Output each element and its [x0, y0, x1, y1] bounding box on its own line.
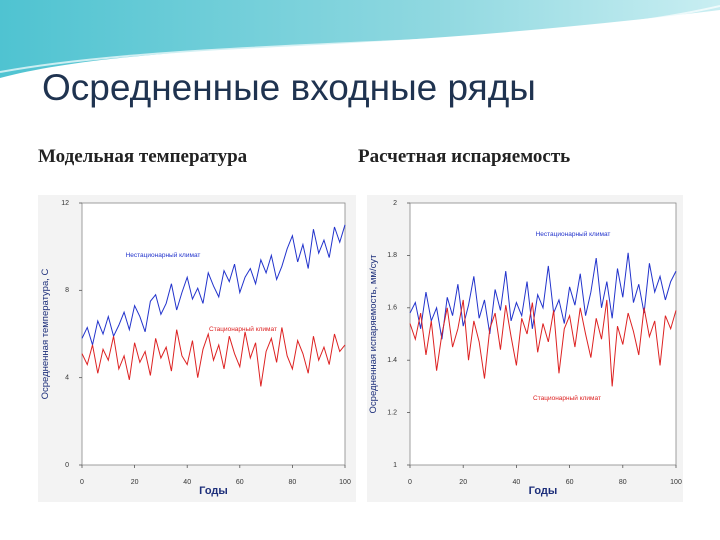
x-axis-label: Годы [199, 485, 228, 497]
wave-line [0, 5, 720, 73]
x-axis-label: Годы [529, 485, 558, 497]
x-tick-label: 40 [183, 479, 191, 486]
y-tick-label: 1.2 [387, 409, 397, 416]
chart-heading: Расчетная испаряемость [358, 146, 570, 167]
x-tick-label: 80 [289, 479, 297, 486]
x-tick-label: 0 [408, 479, 412, 486]
x-tick-label: 20 [459, 479, 467, 486]
slide-title: Осредненные входные ряды [42, 67, 536, 108]
series-line [409, 252, 677, 340]
y-tick-label: 1.4 [387, 357, 397, 364]
chart-heading: Модельная температура [38, 146, 248, 167]
x-tick-label: 100 [339, 479, 351, 486]
y-tick-label: 8 [65, 287, 69, 294]
x-tick-label: 20 [131, 479, 139, 486]
x-tick-label: 0 [80, 479, 84, 486]
series-line [81, 224, 346, 347]
y-tick-label: 2 [393, 200, 397, 207]
y-axis-label: Осредненная температура, С [40, 268, 51, 399]
y-tick-label: 1.6 [387, 305, 397, 312]
x-tick-label: 80 [619, 479, 627, 486]
x-tick-label: 60 [236, 479, 244, 486]
series-line [81, 327, 346, 387]
plot-area [81, 202, 346, 466]
header-wave [0, 0, 720, 78]
y-tick-label: 4 [65, 375, 69, 382]
x-tick-label: 40 [513, 479, 521, 486]
y-tick-label: 1.8 [387, 252, 397, 259]
series-label: Стационарный климат [209, 325, 277, 333]
y-axis-label: Осредненная испаряемость, мм/сут [368, 254, 379, 414]
y-tick-label: 12 [61, 200, 69, 207]
series-label: Нестационарный климат [536, 230, 611, 238]
series-label: Нестационарный климат [126, 251, 201, 259]
series-line [409, 299, 677, 387]
x-tick-label: 100 [670, 479, 682, 486]
y-tick-label: 1 [393, 462, 397, 469]
x-tick-label: 60 [566, 479, 574, 486]
plot-area [409, 202, 677, 466]
y-tick-label: 0 [65, 462, 69, 469]
series-label: Стационарный климат [533, 394, 601, 402]
